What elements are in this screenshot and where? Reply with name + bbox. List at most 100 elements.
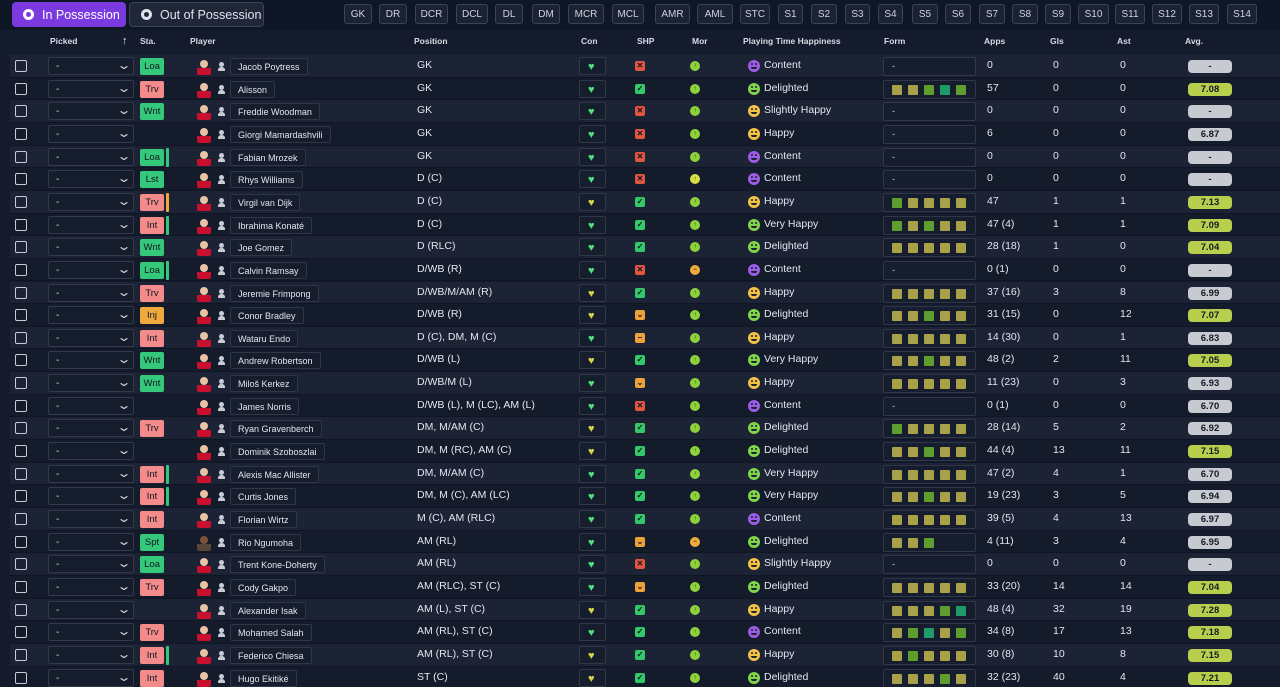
player-portrait[interactable]	[197, 171, 211, 189]
table-row[interactable]: - ⌄ Trv Ryan Gravenberch DM, M/AM (C) ♥ ✓ ↑ Deli…	[10, 417, 1280, 441]
player-name[interactable]: Giorgi Mamardashvili	[230, 125, 331, 143]
col-position[interactable]: Position	[414, 36, 448, 46]
pick-checkbox[interactable]	[15, 467, 27, 480]
picked-dropdown[interactable]: - ⌄	[48, 215, 134, 234]
tab-in-possession[interactable]: In Possession	[12, 2, 126, 27]
player-name[interactable]: Dominik Szoboszlai	[230, 443, 325, 461]
picked-dropdown[interactable]: - ⌄	[48, 577, 134, 596]
player-name[interactable]: Andrew Robertson	[230, 352, 321, 370]
player-name[interactable]: Jeremie Frimpong	[230, 284, 319, 302]
player-name[interactable]: Curtis Jones	[230, 488, 297, 506]
table-row[interactable]: - ⌄ Loa Fabian Mrozek GK ♥ ✕ ↑ Content -0 0 0-	[10, 145, 1280, 169]
col-status[interactable]: Sta.	[140, 36, 156, 46]
picked-dropdown[interactable]: - ⌄	[48, 668, 134, 687]
picked-dropdown[interactable]: - ⌄	[48, 102, 134, 121]
player-name[interactable]: Hugo Ekitiké	[230, 669, 297, 687]
pick-checkbox[interactable]	[15, 150, 27, 163]
status-badge[interactable]: Int	[140, 669, 164, 687]
picked-dropdown[interactable]: - ⌄	[48, 351, 134, 370]
player-name[interactable]: Virgil van Dijk	[230, 193, 301, 211]
col-shp[interactable]: SHP	[637, 36, 655, 46]
status-badge[interactable]: Trv	[140, 578, 164, 596]
col-picked[interactable]: Picked	[50, 36, 78, 46]
pick-checkbox[interactable]	[15, 127, 27, 140]
picked-dropdown[interactable]: - ⌄	[48, 532, 134, 551]
filter-mcl-button[interactable]: MCL	[612, 4, 644, 24]
status-badge[interactable]: Int	[140, 646, 164, 664]
picked-dropdown[interactable]: - ⌄	[48, 328, 134, 347]
player-name[interactable]: Conor Bradley	[230, 307, 304, 325]
table-row[interactable]: - ⌄ Wnt Freddie Woodman GK ♥ ✕ ↑ Slightly Happy -…	[10, 100, 1280, 123]
pick-checkbox[interactable]	[15, 105, 27, 118]
pick-checkbox[interactable]	[15, 218, 27, 231]
status-badge[interactable]: Lst	[140, 171, 164, 189]
player-portrait[interactable]	[197, 262, 211, 279]
picked-dropdown[interactable]: - ⌄	[48, 57, 134, 75]
player-name[interactable]: Alexander Isak	[230, 601, 306, 619]
player-portrait[interactable]	[197, 81, 211, 98]
status-badge[interactable]: Int	[140, 511, 164, 528]
table-row[interactable]: - ⌄ Int Florian Wirtz M (C), AM (RLC) ♥ ✓ ↑ Cont…	[10, 508, 1280, 531]
status-badge[interactable]: Trv	[140, 284, 164, 302]
status-badge[interactable]: Loa	[140, 148, 164, 166]
filter-s9-button[interactable]: S9	[1045, 4, 1071, 24]
pick-checkbox[interactable]	[15, 513, 27, 525]
status-badge[interactable]: Int	[140, 465, 164, 483]
pick-checkbox[interactable]	[15, 241, 27, 254]
player-portrait[interactable]	[197, 443, 211, 461]
filter-s1-button[interactable]: S1	[778, 4, 803, 24]
player-portrait[interactable]	[197, 307, 211, 325]
player-portrait[interactable]	[197, 239, 211, 257]
status-badge[interactable]: Int	[140, 488, 164, 506]
filter-dm-button[interactable]: DM	[532, 4, 560, 24]
player-name[interactable]: Joe Gomez	[230, 239, 293, 257]
player-portrait[interactable]	[197, 58, 211, 75]
pick-checkbox[interactable]	[15, 648, 27, 661]
player-name[interactable]: Wataru Endo	[230, 329, 299, 347]
pick-checkbox[interactable]	[15, 286, 27, 299]
table-row[interactable]: - ⌄ Spt Rio Ngumoha AM (RL) ♥ ⌄ − Delighted 4 (11…	[10, 530, 1280, 554]
player-name[interactable]: Trent Kone-Doherty	[230, 556, 325, 574]
table-row[interactable]: - ⌄ Dominik Szoboszlai DM, M (RC), AM (C) ♥ ✓…	[10, 440, 1280, 463]
picked-dropdown[interactable]: - ⌄	[48, 238, 134, 257]
picked-dropdown[interactable]: - ⌄	[48, 464, 134, 483]
pick-checkbox[interactable]	[15, 82, 27, 95]
table-row[interactable]: - ⌄ Loa Calvin Ramsay D/WB (R) ♥ ✕ − Content -0 (…	[10, 258, 1280, 282]
filter-dcr-button[interactable]: DCR	[415, 4, 448, 24]
col-morale[interactable]: Mor	[692, 36, 708, 46]
pick-checkbox[interactable]	[15, 535, 27, 548]
player-name[interactable]: Calvin Ramsay	[230, 261, 307, 279]
player-portrait[interactable]	[197, 624, 211, 642]
pick-checkbox[interactable]	[15, 422, 27, 435]
picked-dropdown[interactable]: - ⌄	[48, 283, 134, 302]
pick-checkbox[interactable]	[15, 626, 27, 639]
picked-dropdown[interactable]: - ⌄	[48, 600, 134, 619]
picked-dropdown[interactable]: - ⌄	[48, 306, 134, 325]
status-badge[interactable]: Loa	[140, 261, 164, 279]
table-row[interactable]: - ⌄ Trv Jeremie Frimpong D/WB/M/AM (R) ♥ ✓ ↑ Hap…	[10, 281, 1280, 305]
player-portrait[interactable]	[197, 194, 211, 211]
picked-dropdown[interactable]: - ⌄	[48, 79, 134, 98]
player-portrait[interactable]	[197, 670, 211, 687]
status-badge[interactable]: Trv	[140, 624, 164, 642]
filter-mcr-button[interactable]: MCR	[568, 4, 604, 24]
player-portrait[interactable]	[197, 556, 211, 574]
filter-s14-button[interactable]: S14	[1227, 4, 1257, 24]
table-row[interactable]: - ⌄ Int Federico Chiesa AM (RL), ST (C) ♥ ✓ ↑ Ha…	[10, 643, 1280, 667]
status-badge[interactable]: Spt	[140, 533, 164, 551]
pick-checkbox[interactable]	[15, 580, 27, 593]
col-goals[interactable]: Gls	[1050, 36, 1064, 46]
table-row[interactable]: - ⌄ Int Wataru Endo D (C), DM, M (C) ♥ – ↑ Happy…	[10, 326, 1280, 350]
pick-checkbox[interactable]	[15, 671, 27, 684]
col-playing-time-happiness[interactable]: Playing Time Happiness	[743, 36, 841, 46]
player-portrait[interactable]	[197, 511, 211, 528]
pick-checkbox[interactable]	[15, 445, 27, 458]
table-row[interactable]: - ⌄ Giorgi Mamardashvili GK ♥ ✕ ↑ Happy -6 0 0 6.87	[10, 122, 1280, 146]
table-row[interactable]: - ⌄ Wnt Andrew Robertson D/WB (L) ♥ ✓ ↑ Very Hap…	[10, 349, 1280, 373]
filter-s11-button[interactable]: S11	[1115, 4, 1145, 24]
table-row[interactable]: - ⌄ James Norris D/WB (L), M (LC), AM (L) ♥ ✕…	[10, 394, 1280, 418]
table-row[interactable]: - ⌄ Trv Virgil van Dijk D (C) ♥ ✓ ↑ Happy 47 1 1 7.1…	[10, 190, 1280, 214]
player-name[interactable]: James Norris	[230, 397, 300, 415]
picked-dropdown[interactable]: - ⌄	[48, 192, 134, 211]
filter-gk-button[interactable]: GK	[344, 4, 372, 24]
